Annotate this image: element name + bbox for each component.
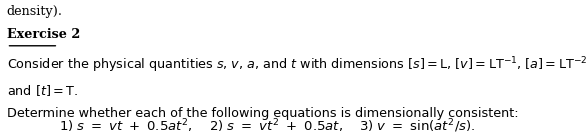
Text: Determine whether each of the following equations is dimensionally consistent:: Determine whether each of the following … [6, 107, 518, 120]
Text: Exercise 2: Exercise 2 [6, 28, 80, 41]
Text: density).: density). [6, 5, 63, 18]
Text: Consider the physical quantities $s$, $v$, $a$, and $t$ with dimensions $[s] = \: Consider the physical quantities $s$, $v… [6, 55, 587, 75]
Text: 1) $s\ =\ vt\ +\ 0.5at^2$,    2) $s\ =\ vt^2\ +\ 0.5at$,    3) $v\ =\ \sin(at^2/: 1) $s\ =\ vt\ +\ 0.5at^2$, 2) $s\ =\ vt^… [59, 117, 475, 135]
Text: and $[t] = \mathrm{T}$.: and $[t] = \mathrm{T}$. [6, 83, 77, 98]
